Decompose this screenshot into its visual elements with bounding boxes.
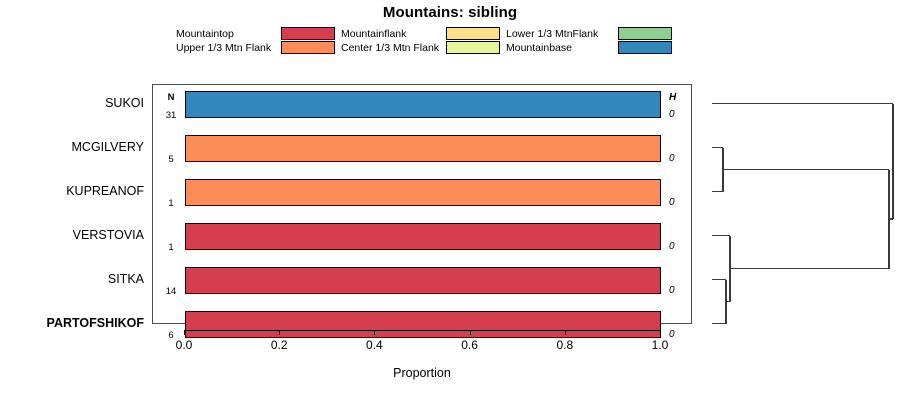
dendrogram-branch [722, 147, 724, 192]
bar[interactable] [185, 311, 661, 338]
h-value: 0 [669, 285, 675, 296]
bar[interactable] [185, 223, 661, 250]
x-axis-tick [374, 330, 376, 335]
h-value: 0 [669, 197, 675, 208]
category-label: MCGILVERY [71, 139, 144, 154]
dendrogram-branch [729, 235, 731, 302]
legend-color-swatch [446, 27, 500, 40]
dendrogram-branch [712, 190, 723, 193]
bar[interactable] [185, 267, 661, 294]
x-axis-tick-label: 1.0 [651, 338, 669, 352]
bar[interactable] [185, 91, 661, 118]
x-axis-tick-label: 0.0 [175, 338, 193, 352]
n-value: 6 [168, 330, 174, 341]
category-label: SITKA [107, 271, 144, 286]
dendrogram-branch [726, 300, 730, 303]
legend-color-swatch [618, 27, 672, 40]
category-label: VERSTOVIA [72, 227, 144, 242]
legend-item-label: Center 1/3 Mtn Flank [341, 42, 440, 54]
dendrogram-branch [723, 168, 889, 171]
x-axis-label: Proportion [393, 366, 451, 380]
bar[interactable] [185, 179, 661, 206]
x-axis-tick [469, 330, 471, 335]
h-value: 0 [669, 109, 675, 120]
h-value: 0 [669, 329, 675, 340]
dendrogram-branch [892, 103, 894, 219]
legend-item-label: Lower 1/3 MtnFlank [506, 28, 599, 40]
legend-item-label: Upper 1/3 Mtn Flank [176, 42, 272, 54]
n-column-header: N [167, 92, 175, 103]
legend-color-swatch [446, 41, 500, 54]
n-value: 14 [165, 286, 177, 297]
dendrogram-branch [712, 102, 893, 105]
dendrogram-branch [712, 322, 726, 325]
x-axis-tick [279, 330, 281, 335]
h-column-header: H [669, 92, 677, 103]
n-value: 1 [168, 242, 174, 253]
x-axis-tick-label: 0.4 [366, 338, 383, 352]
n-value: 31 [165, 110, 177, 121]
dendrogram-branch [712, 234, 730, 237]
category-label: KUPREANOF [66, 183, 144, 198]
category-label: PARTOFSHIKOF [46, 315, 144, 330]
h-value: 0 [669, 241, 675, 252]
x-axis-tick [660, 330, 661, 335]
legend-color-swatch [281, 27, 335, 40]
h-value: 0 [669, 153, 675, 164]
category-label: SUKOI [105, 95, 144, 110]
dendrogram-branch [730, 267, 889, 270]
x-axis-tick-label: 0.6 [461, 338, 478, 352]
legend: Mountaintop Upper 1/3 Mtn Flank Mountainfl… [176, 27, 696, 55]
legend-item-label: Mountainbase [506, 42, 572, 54]
dendrogram [700, 80, 900, 330]
chart-title: Mountains: sibling [382, 4, 518, 21]
x-axis-tick [184, 330, 185, 335]
x-axis-tick [564, 330, 566, 335]
dendrogram-branch [889, 218, 893, 220]
legend-item-label: Mountaintop [176, 28, 234, 40]
n-value: 1 [168, 198, 174, 209]
bar[interactable] [185, 135, 661, 162]
x-axis-line [184, 330, 660, 331]
legend-color-swatch [618, 41, 672, 54]
dendrogram-branch [888, 169, 890, 269]
dendrogram-branch [725, 279, 727, 324]
dendrogram-branch [712, 278, 726, 281]
dendrogram-branch [712, 146, 723, 149]
n-value: 5 [168, 154, 174, 165]
x-axis-tick-label: 0.2 [270, 338, 288, 352]
legend-color-swatch [281, 41, 335, 54]
category-label-column: SUKOI MCGILVERY KUPREANOF VERSTOVIA SITKA PAR… [0, 84, 148, 330]
x-axis-tick-label: 0.8 [556, 338, 574, 352]
legend-item-label: Mountainflank [341, 28, 407, 40]
plot-panel: 31 0 5 0 1 0 1 0 14 0 6 0 N H [152, 84, 692, 341]
